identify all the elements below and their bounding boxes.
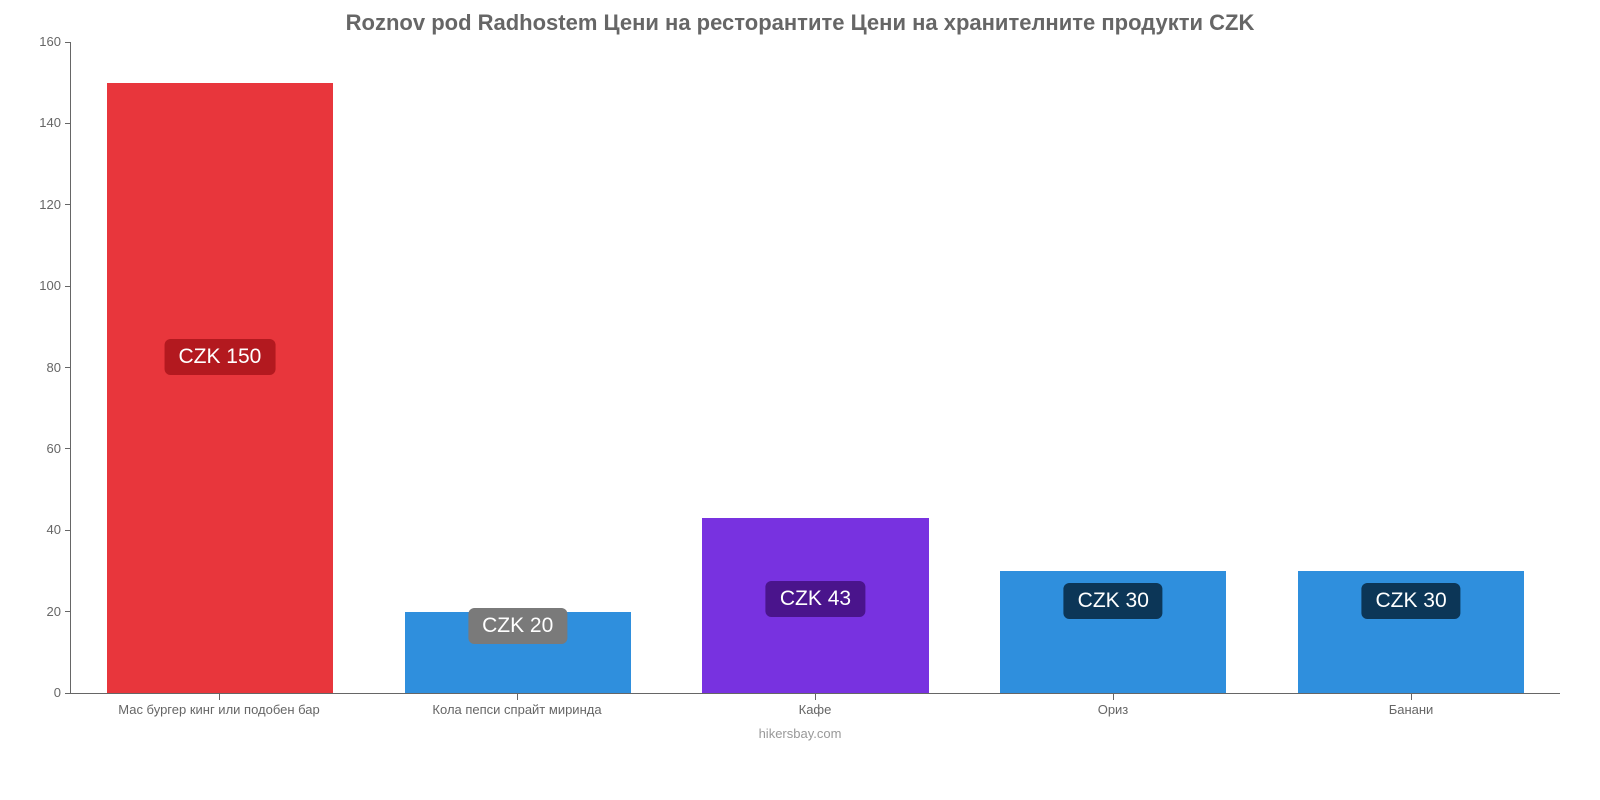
chart-title: Roznov pod Radhostem Цени на ресторантит… [40, 10, 1560, 36]
bar: CZK 30 [1298, 571, 1524, 693]
value-badge: CZK 30 [1064, 583, 1163, 619]
x-tick-mark [815, 694, 816, 700]
bar-slot: CZK 43 [667, 42, 965, 693]
value-badge: CZK 30 [1361, 583, 1460, 619]
bar-slot: CZK 150 [71, 42, 369, 693]
y-tick-label: 140 [39, 115, 71, 130]
bar-slot: CZK 30 [1262, 42, 1560, 693]
y-tick-label: 40 [47, 522, 71, 537]
value-badge: CZK 43 [766, 581, 865, 617]
x-tick-mark [219, 694, 220, 700]
y-tick-label: 160 [39, 34, 71, 49]
y-tick-label: 120 [39, 197, 71, 212]
value-badge: CZK 150 [164, 339, 275, 375]
plot-zone: CZK 150CZK 20CZK 43CZK 30CZK 30 02040608… [70, 42, 1560, 722]
price-bar-chart: Roznov pod Radhostem Цени на ресторантит… [0, 0, 1600, 800]
y-tick-label: 0 [54, 685, 71, 700]
bar-slot: CZK 20 [369, 42, 667, 693]
y-tick-label: 100 [39, 278, 71, 293]
y-tick-label: 20 [47, 604, 71, 619]
bar: CZK 150 [107, 83, 333, 693]
bar-slot: CZK 30 [964, 42, 1262, 693]
x-tick-mark [1411, 694, 1412, 700]
x-tick-mark [1113, 694, 1114, 700]
value-badge: CZK 20 [468, 608, 567, 644]
y-tick-label: 60 [47, 441, 71, 456]
x-tick-mark [517, 694, 518, 700]
attribution-text: hikersbay.com [40, 726, 1560, 741]
bar: CZK 20 [405, 612, 631, 693]
bar: CZK 30 [1000, 571, 1226, 693]
y-tick-label: 80 [47, 360, 71, 375]
bars-row: CZK 150 CZK 20 CZK 43 CZK 30 CZK 30 [71, 42, 1560, 693]
bar: CZK 43 [702, 518, 928, 693]
plot-area: CZK 150CZK 20CZK 43CZK 30CZK 30 02040608… [70, 42, 1560, 694]
